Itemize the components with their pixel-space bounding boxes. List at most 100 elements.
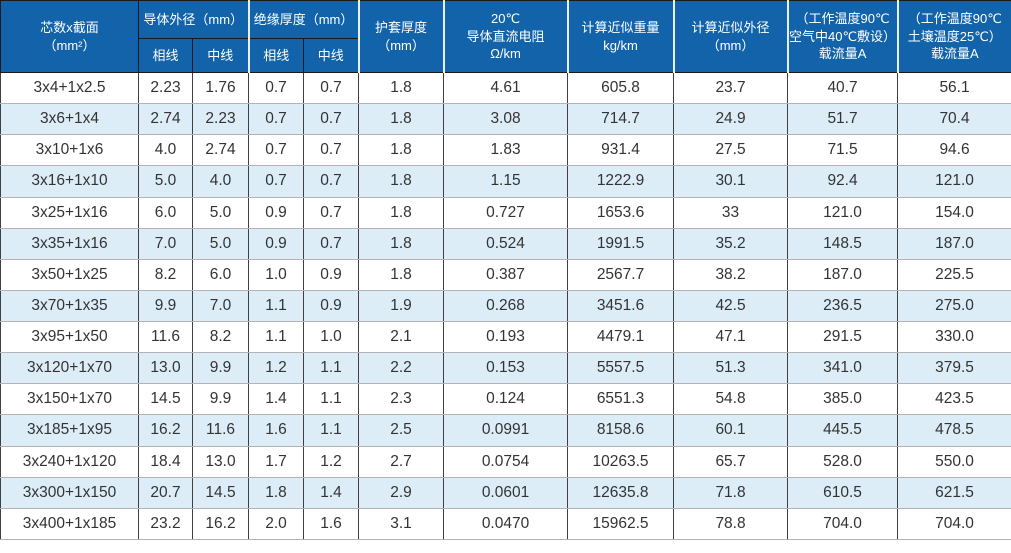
table-row: 3x240+1x120 18.4 13.0 1.7 1.2 2.7 0.0754 10263.…	[0, 445, 1011, 478]
value-cell: 931.4	[567, 134, 675, 167]
table-row: 3x300+1x150 20.7 14.5 1.8 1.4 2.9 0.0601 12635.…	[0, 476, 1011, 509]
value-cell: 2.0	[248, 507, 305, 541]
table-row: 3x95+1x50 11.6 8.2 1.1 1.0 2.1 0.193 4479.1 47.1…	[0, 320, 1011, 354]
spec-size-cell: 3x6+1x4	[0, 103, 139, 136]
value-cell: 38.2	[673, 258, 789, 291]
value-cell: 1653.6	[567, 196, 675, 229]
value-cell: 1991.5	[567, 227, 675, 260]
table-row: 3x70+1x35 9.9 7.0 1.1 0.9 1.9 0.268 3451.6 42.5 2…	[0, 289, 1011, 323]
value-cell: 610.5	[787, 476, 899, 509]
value-cell: 2.3	[358, 383, 445, 416]
value-cell: 121.0	[787, 196, 899, 229]
value-cell: 1.76	[191, 71, 250, 105]
value-cell: 47.1	[673, 320, 789, 354]
value-cell: 3451.6	[567, 289, 675, 323]
value-cell: 275.0	[897, 289, 1011, 323]
value-cell: 70.4	[897, 103, 1011, 136]
value-cell: 148.5	[787, 227, 899, 260]
value-cell: 42.5	[673, 289, 789, 323]
value-cell: 1.8	[358, 196, 445, 229]
value-cell: 0.9	[303, 289, 360, 323]
value-cell: 20.7	[138, 476, 193, 509]
value-cell: 0.153	[443, 352, 569, 385]
value-cell: 1.2	[303, 445, 360, 478]
value-cell: 13.0	[138, 352, 193, 385]
value-cell: 14.5	[191, 476, 250, 509]
spec-size-cell: 3x150+1x70	[0, 383, 139, 416]
value-cell: 3.08	[443, 103, 569, 136]
value-cell: 8158.6	[567, 414, 675, 447]
value-cell: 1.15	[443, 165, 569, 198]
value-cell: 1.8	[358, 258, 445, 291]
header-insulation-group: 绝缘厚度（mm）	[247, 0, 360, 39]
value-cell: 2.2	[358, 352, 445, 385]
spec-size-cell: 3x400+1x185	[0, 507, 139, 541]
value-cell: 621.5	[897, 476, 1011, 509]
value-cell: 8.2	[191, 320, 250, 354]
value-cell: 33	[673, 196, 789, 229]
table-row: 3x120+1x70 13.0 9.9 1.2 1.1 2.2 0.153 5557.5 51.…	[0, 352, 1011, 385]
value-cell: 0.387	[443, 258, 569, 291]
header-row-groups: 芯数x截面 （mm²） 导体外径（mm） 绝缘厚度（mm） 护套厚度 （mm） …	[0, 0, 1011, 73]
value-cell: 0.193	[443, 320, 569, 354]
value-cell: 15962.5	[567, 507, 675, 541]
value-cell: 0.7	[248, 71, 305, 105]
spec-size-cell: 3x240+1x120	[0, 445, 139, 478]
table-row: 3x4+1x2.5 2.23 1.76 0.7 0.7 1.8 4.61 605.8 23.7 4…	[0, 71, 1011, 105]
value-cell: 341.0	[787, 352, 899, 385]
header-approx-weight: 计算近似重量 kg/km	[566, 0, 675, 73]
spec-size-cell: 3x50+1x25	[0, 258, 139, 291]
header-neutral-wire-insulation: 中线	[303, 38, 360, 73]
value-cell: 291.5	[787, 320, 899, 354]
value-cell: 1.8	[358, 227, 445, 260]
value-cell: 6551.3	[567, 383, 675, 416]
value-cell: 0.7	[248, 134, 305, 167]
value-cell: 225.5	[897, 258, 1011, 291]
value-cell: 0.7	[303, 196, 360, 229]
value-cell: 1.4	[303, 476, 360, 509]
value-cell: 5557.5	[567, 352, 675, 385]
value-cell: 0.7	[303, 134, 360, 167]
value-cell: 12635.8	[567, 476, 675, 509]
header-phase-wire-od: 相线	[138, 38, 193, 73]
value-cell: 0.9	[248, 196, 305, 229]
header-approx-outer-diameter: 计算近似外径 （mm）	[672, 0, 789, 73]
header-core-section: 芯数x截面 （mm²）	[0, 0, 139, 73]
spec-size-cell: 3x120+1x70	[0, 352, 139, 385]
value-cell: 9.9	[138, 289, 193, 323]
spec-size-cell: 3x185+1x95	[0, 414, 139, 447]
value-cell: 5.0	[191, 196, 250, 229]
value-cell: 7.0	[191, 289, 250, 323]
spec-size-cell: 3x95+1x50	[0, 320, 139, 354]
value-cell: 0.0470	[443, 507, 569, 541]
value-cell: 379.5	[897, 352, 1011, 385]
header-neutral-wire-od: 中线	[191, 38, 250, 73]
value-cell: 71.5	[787, 134, 899, 167]
value-cell: 5.0	[191, 227, 250, 260]
value-cell: 23.7	[673, 71, 789, 105]
value-cell: 0.7	[303, 165, 360, 198]
value-cell: 0.7	[248, 165, 305, 198]
header-sheath-thickness: 护套厚度 （mm）	[357, 0, 445, 73]
value-cell: 0.0754	[443, 445, 569, 478]
table-header: 芯数x截面 （mm²） 导体外径（mm） 绝缘厚度（mm） 护套厚度 （mm） …	[0, 0, 1011, 73]
value-cell: 1.0	[303, 320, 360, 354]
value-cell: 550.0	[897, 445, 1011, 478]
header-row-subcolumns: 相线 中线 相线 中线	[1, 38, 1011, 73]
value-cell: 3.1	[358, 507, 445, 541]
value-cell: 4479.1	[567, 320, 675, 354]
value-cell: 1.6	[303, 507, 360, 541]
value-cell: 0.0601	[443, 476, 569, 509]
spec-size-cell: 3x70+1x35	[0, 289, 139, 323]
value-cell: 0.7	[303, 103, 360, 136]
value-cell: 330.0	[897, 320, 1011, 354]
value-cell: 9.9	[191, 383, 250, 416]
value-cell: 2567.7	[567, 258, 675, 291]
value-cell: 0.727	[443, 196, 569, 229]
value-cell: 2.5	[358, 414, 445, 447]
value-cell: 704.0	[897, 507, 1011, 541]
spec-size-cell: 3x16+1x10	[0, 165, 139, 198]
table-row: 3x16+1x10 5.0 4.0 0.7 0.7 1.8 1.15 1222.9 30.1 92…	[0, 165, 1011, 198]
value-cell: 8.2	[138, 258, 193, 291]
